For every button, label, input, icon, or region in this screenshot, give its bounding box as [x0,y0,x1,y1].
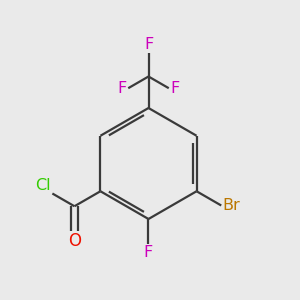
Text: F: F [170,81,179,96]
Text: F: F [118,81,127,96]
Text: F: F [144,37,153,52]
Text: F: F [144,245,153,260]
Text: Br: Br [222,198,240,213]
Text: Cl: Cl [35,178,51,193]
Text: O: O [68,232,81,250]
